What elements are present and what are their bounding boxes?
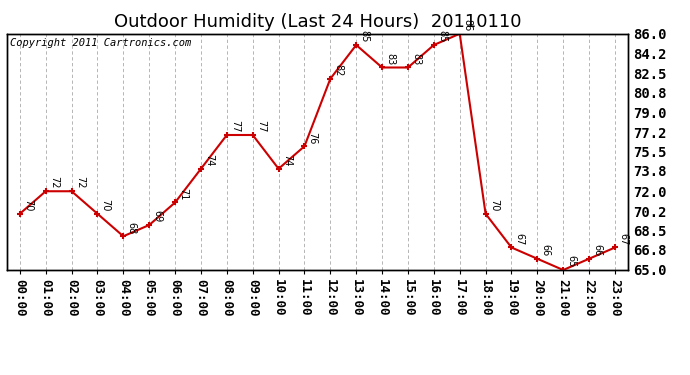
Text: 72: 72 xyxy=(49,177,59,189)
Text: 70: 70 xyxy=(489,199,499,211)
Text: 67: 67 xyxy=(515,233,524,245)
Text: 76: 76 xyxy=(308,132,317,144)
Text: 86: 86 xyxy=(463,19,473,32)
Text: 68: 68 xyxy=(126,222,137,234)
Text: 82: 82 xyxy=(333,64,344,76)
Text: 70: 70 xyxy=(101,199,110,211)
Title: Outdoor Humidity (Last 24 Hours)  20110110: Outdoor Humidity (Last 24 Hours) 2011011… xyxy=(114,13,521,31)
Text: 85: 85 xyxy=(437,30,447,43)
Text: 66: 66 xyxy=(592,244,602,256)
Text: 83: 83 xyxy=(385,53,395,65)
Text: 69: 69 xyxy=(152,210,162,223)
Text: 66: 66 xyxy=(540,244,551,256)
Text: 77: 77 xyxy=(256,120,266,133)
Text: Copyright 2011 Cartronics.com: Copyright 2011 Cartronics.com xyxy=(10,39,191,48)
Text: 67: 67 xyxy=(618,233,628,245)
Text: 71: 71 xyxy=(178,188,188,200)
Text: 77: 77 xyxy=(230,120,240,133)
Text: 83: 83 xyxy=(411,53,421,65)
Text: 65: 65 xyxy=(566,255,576,268)
Text: 70: 70 xyxy=(23,199,33,211)
Text: 72: 72 xyxy=(75,177,85,189)
Text: 74: 74 xyxy=(204,154,214,166)
Text: 85: 85 xyxy=(359,30,369,43)
Text: 74: 74 xyxy=(282,154,292,166)
